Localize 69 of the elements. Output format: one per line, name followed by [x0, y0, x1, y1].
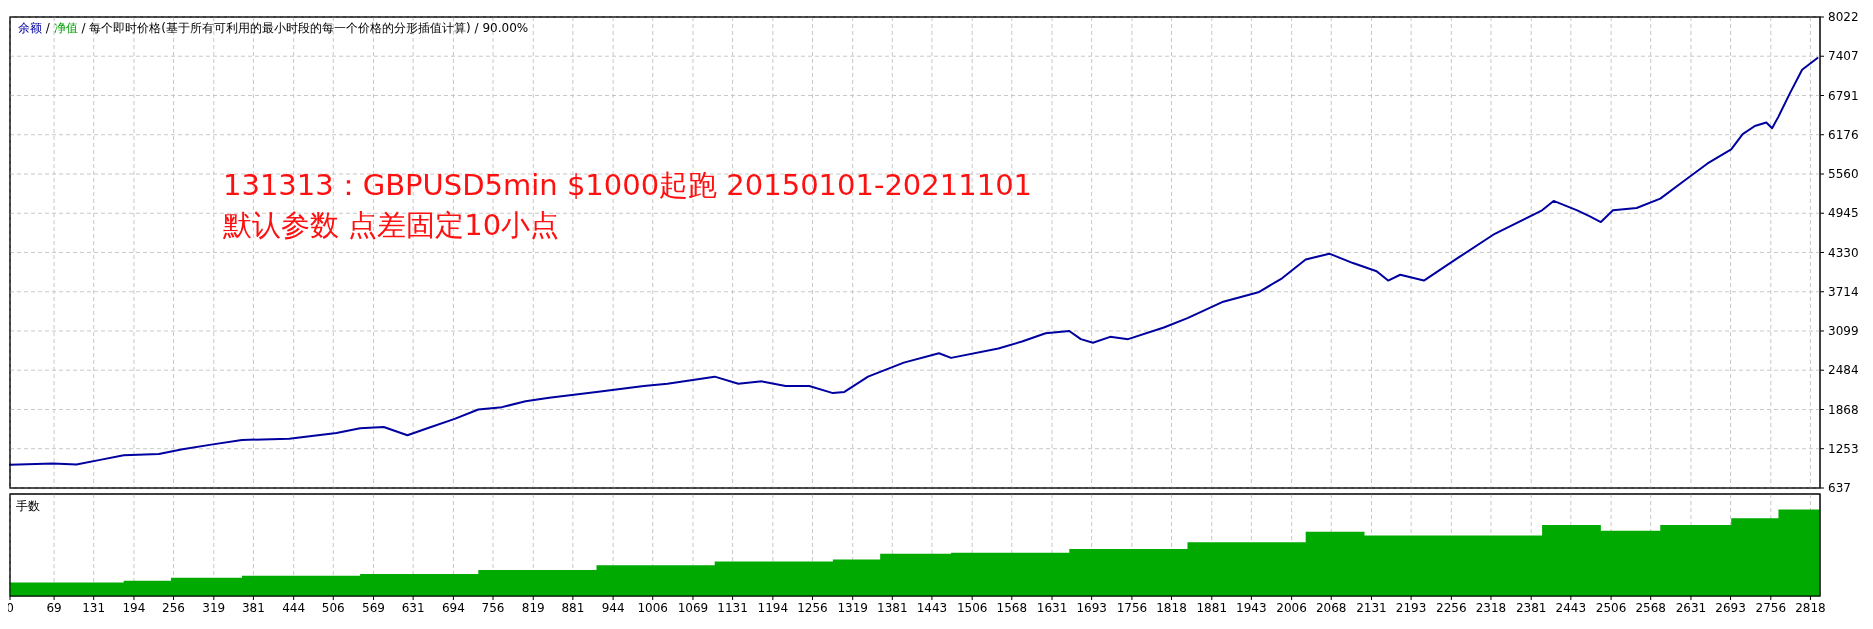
x-tick-label: 1506	[956, 601, 988, 615]
x-tick-label: 2068	[1315, 601, 1347, 615]
x-tick-label: 1381	[877, 601, 908, 615]
x-tick-label: 1818	[1156, 601, 1187, 615]
x-tick-label: 506	[321, 601, 345, 615]
x-tick-label: 1881	[1196, 601, 1228, 615]
x-tick-label: 2568	[1635, 601, 1666, 615]
line-series	[9, 57, 1819, 466]
x-tick-label: 2131	[1356, 601, 1387, 615]
x-tick-label: 1194	[757, 601, 789, 615]
x-tick-label: 756	[481, 601, 505, 615]
x-tick-label: 69	[46, 601, 62, 615]
y-tick-label: 3714	[1828, 284, 1859, 299]
y-tick-label: 4945	[1828, 206, 1859, 221]
annotation: /	[77, 21, 87, 35]
y-tick-label: 3099	[1828, 324, 1859, 339]
x-tick-label: 2506	[1595, 601, 1627, 615]
x-tick-label: 1006	[637, 601, 669, 615]
y-tick-label: 5560	[1828, 167, 1859, 182]
text: 余额	[18, 21, 42, 35]
y-tick-label: 1253	[1828, 441, 1859, 456]
x-tick-label: 256	[162, 601, 186, 615]
x-tick-label: 1256	[797, 601, 828, 615]
x-tick-label: 2193	[1395, 601, 1427, 615]
annotation: 每个即时价格(基于所有可利用的最小时段的每一个价格的分形插值计算)	[85, 21, 471, 35]
x-tick-label: 1568	[996, 601, 1028, 615]
y-tick-label: 4330	[1828, 245, 1859, 260]
text: 默认参数 点差固定10小点	[222, 208, 560, 242]
x-tick-label: 381	[241, 601, 265, 615]
x-tick-label: 694	[441, 601, 465, 615]
annotation: 90.00%	[478, 21, 529, 35]
x-tick-label: 819	[521, 601, 545, 615]
text: 131313：GBPUSD5min $1000起跑 20150101-20211101	[223, 168, 1033, 202]
y-tick-label: 7407	[1828, 49, 1859, 64]
x-tick-label: 2631	[1675, 601, 1707, 615]
x-tick-label: 1756	[1116, 601, 1148, 615]
x-tick-label: 944	[601, 601, 625, 615]
x-tick-label: 131	[82, 601, 106, 615]
x-tick-label: 1943	[1236, 601, 1267, 615]
x-tick-label: 1443	[916, 601, 948, 615]
x-tick-label: 194	[122, 601, 146, 615]
x-tick-label: 2381	[1515, 601, 1547, 615]
x-tick-label: 2318	[1475, 601, 1507, 615]
x-tick-label: 2443	[1555, 601, 1587, 615]
x-tick-label: 1069	[677, 601, 709, 615]
x-tick-label: 2006	[1276, 601, 1307, 615]
x-tick-label: 1693	[1076, 601, 1107, 615]
x-tick-label: 569	[362, 601, 385, 615]
y-tick-label: 6791	[1828, 88, 1859, 103]
y-tick-label: 6176	[1828, 127, 1859, 142]
x-tick-label: 2756	[1755, 601, 1787, 615]
annotation: /	[42, 21, 51, 35]
x-tick-label: 2693	[1715, 601, 1746, 615]
x-tick-label: 319	[202, 601, 226, 615]
x-tick-label: 1631	[1036, 601, 1068, 615]
annotation: /	[470, 21, 480, 35]
x-tick-label: 881	[561, 601, 585, 615]
x-tick-label: 1131	[717, 601, 748, 615]
y-tick-label: 8022	[1828, 10, 1859, 25]
x-tick-label: 2256	[1436, 601, 1467, 615]
y-tick-label: 637	[1828, 481, 1851, 496]
x-tick-label: 444	[282, 601, 306, 615]
chart-title: 手数	[16, 499, 40, 513]
x-tick-label: 2818	[1795, 601, 1826, 615]
x-tick-label: 631	[401, 601, 425, 615]
x-tick-label: 1319	[837, 601, 868, 615]
annotation: 净值	[49, 21, 78, 35]
y-tick-label: 2484	[1828, 363, 1859, 378]
y-tick-label: 1868	[1828, 402, 1859, 417]
